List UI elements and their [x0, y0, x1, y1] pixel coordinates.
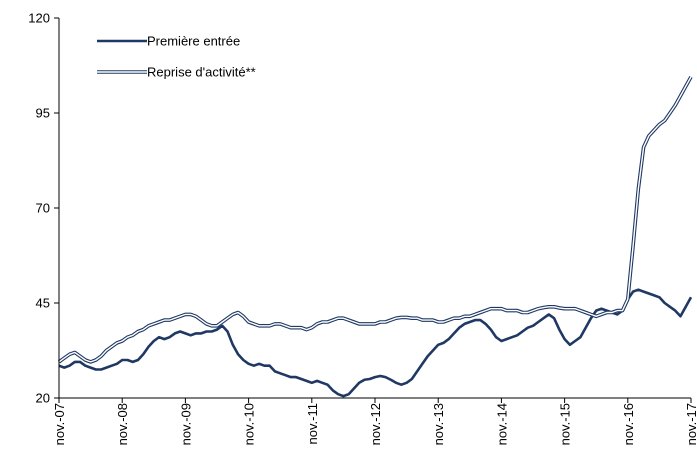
x-tick-label: nov.-10 — [242, 403, 257, 445]
legend-label: Première entrée — [147, 34, 240, 49]
x-tick-label: nov.-14 — [494, 403, 509, 445]
x-tick-label: nov.-12 — [368, 403, 383, 445]
x-tick-label: nov.-08 — [115, 403, 130, 445]
legend-item: Première entrée — [97, 34, 240, 49]
x-axis-ticks: nov.-07 nov.-08 nov.-09 nov.-10 nov.-11 nov.-… — [52, 398, 697, 445]
plot-area: 20 45 70 95 120 nov.-07 nov.-08 nov.-09 nov.-10… — [28, 11, 697, 446]
series-layer — [57, 76, 693, 398]
series-line-1 — [58, 288, 693, 398]
y-tick-label: 70 — [36, 201, 50, 216]
x-tick-label: nov.-13 — [431, 403, 446, 445]
x-tick-label: nov.-16 — [621, 403, 636, 445]
series-line-2 — [57, 76, 693, 364]
x-tick-label: nov.-11 — [305, 403, 320, 444]
legend: Première entrée Reprise d'activité** — [97, 34, 256, 80]
legend-label: Reprise d'activité** — [147, 65, 256, 80]
legend-item: Reprise d'activité** — [97, 65, 256, 80]
y-tick-label: 120 — [28, 11, 50, 26]
x-tick-label: nov.-09 — [178, 403, 193, 445]
series-line-2-inner — [58, 76, 692, 363]
y-axis-ticks: 20 45 70 95 120 — [28, 11, 59, 406]
x-tick-label: nov.-15 — [558, 403, 573, 445]
x-tick-label: nov.-07 — [52, 403, 67, 445]
x-tick-label: nov.-17 — [684, 403, 697, 445]
y-tick-label: 20 — [36, 391, 50, 406]
y-tick-label: 95 — [36, 106, 50, 121]
y-tick-label: 45 — [36, 296, 50, 311]
